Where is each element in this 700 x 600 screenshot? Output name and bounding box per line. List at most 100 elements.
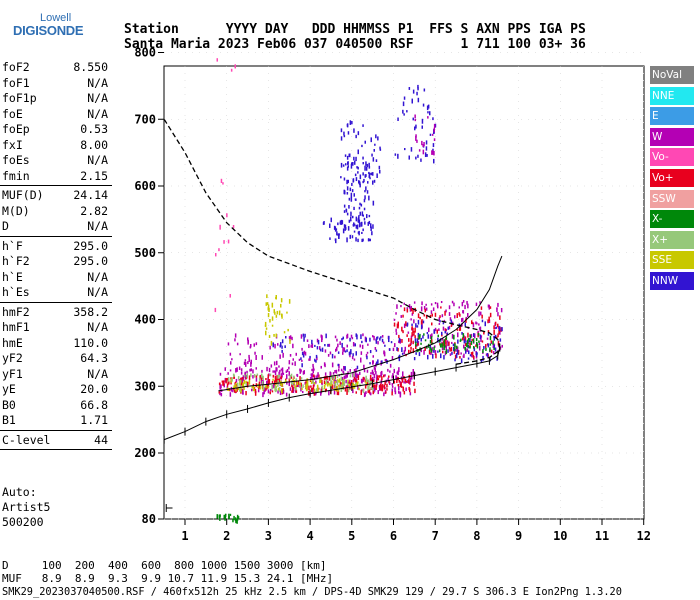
echo-point: [404, 378, 406, 383]
echo-point: [268, 379, 271, 384]
echo-point: [410, 371, 413, 377]
echo-point: [248, 354, 250, 358]
echo-point: [406, 334, 408, 337]
echo-point: [379, 146, 381, 150]
echo-point: [475, 338, 478, 342]
echo-point: [410, 335, 413, 340]
echo-point: [501, 344, 503, 348]
echo-point: [379, 148, 382, 151]
echo-point: [453, 302, 455, 307]
echo-point: [359, 211, 361, 216]
echo-point: [356, 374, 358, 379]
header-labels: Station YYYY DAY DDD HHMMSS P1 FFS S AXN…: [124, 22, 586, 37]
echo-point: [258, 377, 261, 381]
echo-point: [278, 365, 280, 368]
echo-point: [253, 343, 255, 347]
echo-point: [358, 230, 360, 236]
echo-point: [321, 387, 323, 393]
echo-point: [475, 344, 477, 347]
echo-point: [331, 353, 334, 359]
params-group-profile: hmF2 358.2 hmF1 N/A hmE 110.0 yF2 64.3 yF1 N/…: [0, 305, 112, 429]
y-tick-label: 200: [134, 446, 156, 460]
echo-point: [416, 325, 419, 328]
echo-point: [421, 125, 423, 129]
echo-point: [227, 372, 229, 375]
echo-point: [346, 381, 349, 386]
echo-point: [468, 350, 470, 355]
legend-item-x: X-: [650, 210, 694, 229]
echo-point: [469, 334, 471, 338]
echo-point: [397, 384, 399, 387]
echo-point: [401, 352, 404, 355]
echo-point: [411, 375, 413, 380]
echo-point: [267, 313, 270, 318]
echo-point: [344, 366, 346, 371]
echo-point: [320, 378, 322, 383]
echo-point: [360, 390, 362, 396]
echo-point: [349, 369, 351, 372]
echo-point: [219, 382, 221, 386]
echo-point: [346, 349, 348, 353]
echo-point: [282, 352, 284, 358]
echo-point: [259, 386, 262, 390]
echo-point: [489, 306, 492, 309]
echo-point: [314, 375, 316, 381]
echo-point: [316, 338, 319, 343]
echo-point: [493, 347, 495, 350]
param-row: M(D) 2.82: [2, 203, 108, 218]
echo-point: [497, 302, 499, 307]
echo-point: [424, 308, 426, 313]
echo-point: [358, 180, 361, 185]
y-tick-label: 400: [134, 313, 156, 327]
echo-point: [243, 386, 245, 391]
echo-point: [402, 109, 404, 114]
echo-point: [497, 312, 499, 317]
echo-point: [314, 344, 316, 347]
echo-point: [366, 214, 368, 219]
param-row: foE N/A: [2, 106, 108, 121]
echo-point: [449, 348, 451, 352]
echo-point: [443, 355, 445, 360]
echo-point: [344, 350, 347, 353]
echo-point: [336, 346, 338, 351]
echo-point: [343, 189, 345, 195]
echo-point: [324, 344, 326, 347]
echo-point: [419, 333, 421, 337]
echo-point: [433, 329, 436, 334]
echo-point: [340, 162, 343, 168]
echo-point: [355, 198, 357, 201]
echo-point: [347, 161, 349, 165]
echo-point: [331, 385, 334, 389]
echo-point: [265, 302, 267, 306]
echo-point: [401, 377, 404, 383]
echo-point: [432, 354, 434, 359]
echo-point: [365, 353, 368, 358]
echo-point: [250, 359, 252, 365]
echo-point: [250, 368, 252, 372]
echo-point: [358, 222, 361, 228]
echo-point: [364, 140, 366, 144]
echo-point: [413, 330, 415, 336]
echo-point: [409, 350, 412, 354]
echo-point: [319, 346, 321, 350]
param-row: B0 66.8: [2, 397, 108, 412]
echo-point: [224, 377, 227, 383]
echo-point: [415, 136, 417, 141]
echo-point: [302, 354, 305, 358]
legend-item-noval: NoVal: [650, 66, 694, 84]
echo-point: [235, 383, 237, 389]
echo-point: [298, 358, 301, 361]
echo-point: [398, 379, 401, 383]
echo-point: [472, 355, 475, 358]
echo-point: [412, 369, 414, 374]
echo-point: [440, 306, 442, 309]
echo-point: [355, 368, 357, 373]
echo-point: [276, 375, 278, 380]
echo-point: [282, 389, 285, 394]
echo-point: [273, 334, 275, 337]
echo-point: [219, 514, 221, 517]
echo-point: [397, 370, 399, 376]
echo-point: [337, 363, 339, 367]
echo-point: [299, 369, 302, 374]
echo-point: [372, 180, 374, 185]
